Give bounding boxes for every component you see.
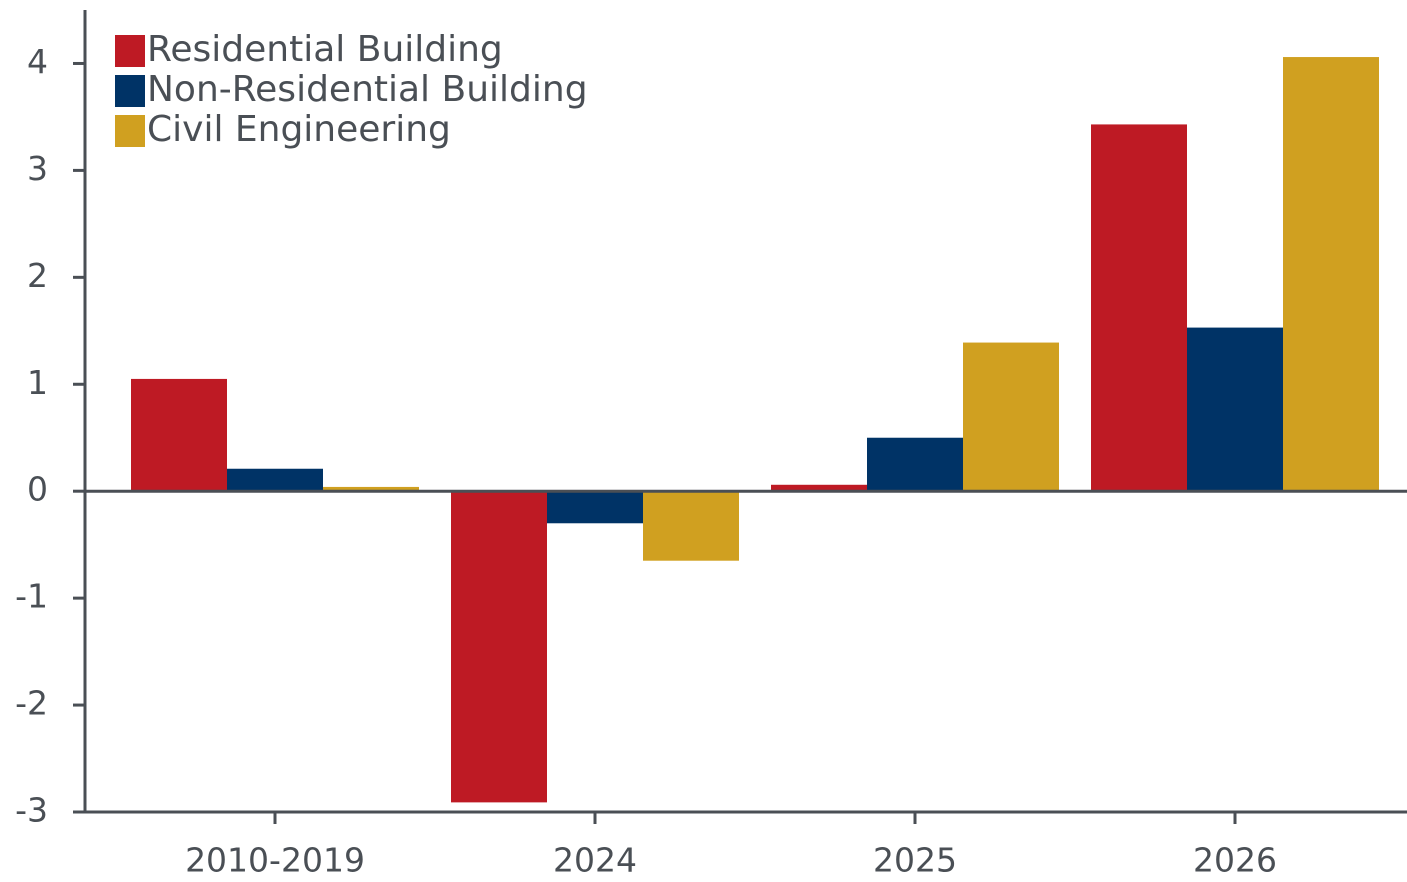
y-tick-label: 3 <box>27 149 48 188</box>
y-tick-label: 2 <box>27 256 48 295</box>
y-tick-label: 1 <box>27 363 48 402</box>
bar <box>323 486 419 492</box>
legend-swatch <box>115 115 145 147</box>
legend-label: Non-Residential Building <box>147 69 588 110</box>
bar <box>1283 57 1379 492</box>
bar <box>131 378 227 492</box>
legend-label: Residential Building <box>147 29 503 70</box>
bar <box>547 491 643 524</box>
bar <box>451 491 547 803</box>
y-tick-label: 0 <box>27 470 48 509</box>
bar <box>1187 327 1283 492</box>
y-tick-label: -2 <box>15 684 48 723</box>
x-tick-label: 2010-2019 <box>185 841 365 880</box>
bar <box>643 491 739 561</box>
legend-swatch <box>115 75 145 107</box>
y-tick-label: 4 <box>27 42 48 81</box>
legend-label: Civil Engineering <box>147 109 451 150</box>
bar <box>963 342 1059 492</box>
x-tick-label: 2025 <box>873 841 957 880</box>
y-tick-label: -1 <box>15 577 48 616</box>
bar <box>771 484 867 492</box>
x-tick-label: 2026 <box>1193 841 1277 880</box>
legend-swatch <box>115 35 145 67</box>
bar <box>1091 124 1187 492</box>
bar <box>867 437 963 492</box>
x-tick-label: 2024 <box>553 841 637 880</box>
y-tick-label: -3 <box>15 791 48 830</box>
bar <box>227 468 323 492</box>
